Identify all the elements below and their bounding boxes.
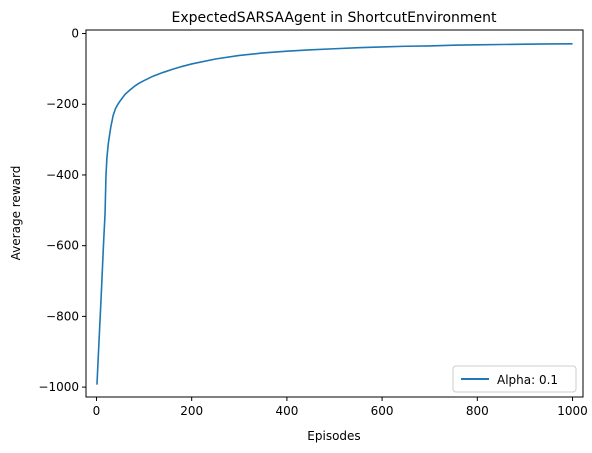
x-tick-label: 1000 xyxy=(557,404,588,418)
legend: Alpha: 0.1 xyxy=(452,365,577,393)
y-tick-label: −800 xyxy=(46,309,79,323)
x-tick-label: 400 xyxy=(275,404,298,418)
y-tick-label: −400 xyxy=(46,168,79,182)
legend-box xyxy=(452,365,577,393)
plot-frame xyxy=(85,29,584,398)
series-line xyxy=(96,42,573,385)
x-tick-label: 200 xyxy=(180,404,203,418)
y-axis-label: Average reward xyxy=(9,166,23,261)
y-tick-label: −1000 xyxy=(38,380,79,394)
x-tick-label: 800 xyxy=(466,404,489,418)
legend-label: Alpha: 0.1 xyxy=(497,373,558,387)
x-tick-label: 0 xyxy=(93,404,101,418)
y-tick-label: 0 xyxy=(71,27,79,41)
x-tick-label: 600 xyxy=(371,404,394,418)
y-tick-label: −200 xyxy=(46,97,79,111)
y-axis: 0 −200 −400 −600 −800 −1000 xyxy=(38,27,86,394)
y-tick-label: −600 xyxy=(46,239,79,253)
plot-area xyxy=(86,30,583,397)
x-axis-label: Episodes xyxy=(307,429,360,443)
x-axis: 0 200 400 600 800 1000 xyxy=(93,397,588,418)
series-layer xyxy=(96,42,573,385)
chart-title: ExpectedSARSAAgent in ShortcutEnvironmen… xyxy=(171,10,497,26)
